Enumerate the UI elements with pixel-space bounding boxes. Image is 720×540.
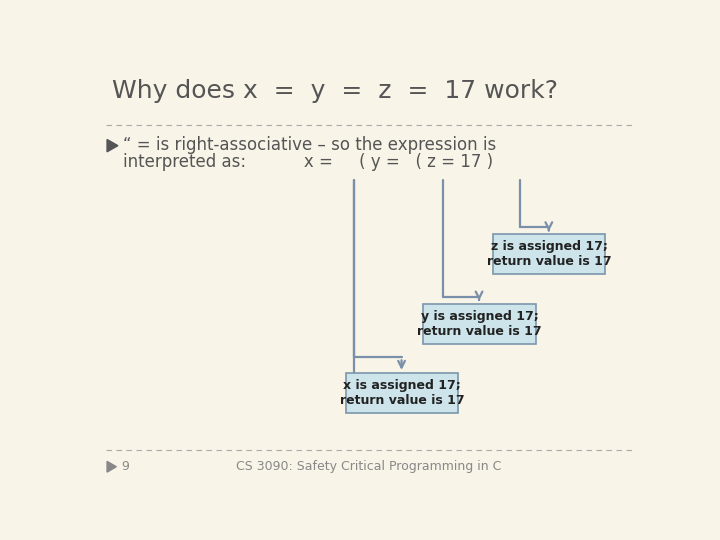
Text: CS 3090: Safety Critical Programming in C: CS 3090: Safety Critical Programming in …	[236, 460, 502, 473]
Text: x is assigned 17;
return value is 17: x is assigned 17; return value is 17	[340, 379, 464, 407]
Text: y is assigned 17;
return value is 17: y is assigned 17; return value is 17	[417, 309, 541, 338]
FancyBboxPatch shape	[346, 373, 458, 413]
FancyBboxPatch shape	[423, 303, 536, 343]
Text: “ = is right-associative – so the expression is: “ = is right-associative – so the expres…	[122, 136, 496, 154]
Polygon shape	[107, 461, 117, 472]
Text: Why does x  =  y  =  z  =  17 work?: Why does x = y = z = 17 work?	[112, 79, 558, 103]
Text: interpreted as:           x =     ( y =   ( z = 17 ): interpreted as: x = ( y = ( z = 17 )	[122, 153, 492, 171]
Polygon shape	[107, 139, 118, 152]
FancyBboxPatch shape	[493, 234, 606, 274]
Text: z is assigned 17;
return value is 17: z is assigned 17; return value is 17	[487, 240, 611, 268]
Text: 9: 9	[121, 460, 129, 473]
